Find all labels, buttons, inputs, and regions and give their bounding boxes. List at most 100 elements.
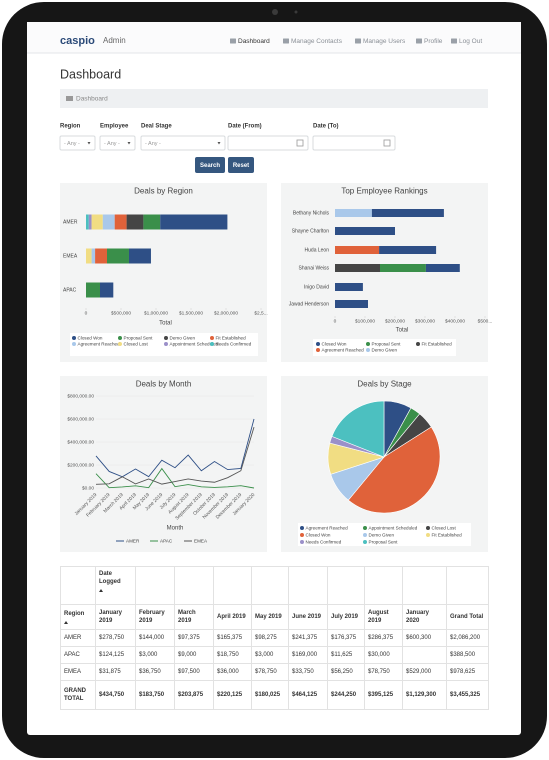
date-input[interactable] (312, 135, 396, 151)
app-name: Admin (103, 36, 126, 45)
cell: $183,750 (135, 680, 175, 710)
legend-swatch (366, 348, 370, 352)
cell: $388,500 (446, 646, 489, 664)
y-tick-label: Inigo David (304, 284, 329, 290)
legend-label: Demo Given (372, 348, 398, 353)
cell-text: $36,750 (139, 668, 161, 675)
legend-swatch (363, 533, 367, 537)
sort-arrow[interactable] (64, 621, 68, 625)
button[interactable] (195, 157, 225, 173)
cell-text: $600,300 (406, 634, 432, 641)
x-tick-label: 0 (85, 310, 88, 316)
cell-text: $3,000 (139, 651, 158, 658)
cell: $124,125 (95, 646, 136, 664)
legend-label: Proposal Sent (369, 540, 399, 545)
column-header: Grand Total (446, 604, 489, 630)
chart-panel (60, 183, 267, 362)
cell-text: $203,875 (178, 691, 204, 698)
button-label: Reset (233, 163, 249, 169)
cell-text: $286,375 (368, 634, 394, 641)
cell: $434,750 (95, 680, 136, 710)
nav-link[interactable]: Manage Contacts (291, 38, 343, 45)
bar-segment (126, 214, 144, 230)
legend-label: Agreement Reached (306, 526, 349, 531)
legend-swatch (164, 342, 168, 346)
select-arrow (87, 142, 91, 145)
nav-link[interactable]: Manage Users (363, 38, 406, 45)
date-input[interactable] (227, 135, 309, 151)
header-row: Region January 2019 February 2019 March 201… (60, 604, 489, 630)
legend-swatch (210, 342, 214, 346)
cell-text: $244,250 (331, 691, 357, 698)
cell: $169,000 (288, 646, 328, 664)
brand[interactable]: caspio (60, 35, 95, 47)
legend-label: Needs Confirmed (216, 342, 252, 347)
sensor (294, 10, 298, 14)
button-label: Search (200, 163, 220, 169)
bar-segment (335, 283, 363, 291)
bar-segment (425, 264, 460, 272)
select-box[interactable] (140, 135, 226, 151)
header-cell (364, 566, 403, 605)
legend-label: Closed Won (306, 533, 331, 538)
legend-label: Fit Established (422, 342, 453, 347)
select-box[interactable] (59, 135, 96, 151)
y-tick-label: $600,000.00 (67, 416, 94, 422)
y-tick-label: $0.00 (82, 485, 94, 491)
legend-label: Fit Established (216, 336, 247, 341)
bar-segment (86, 248, 92, 264)
legend-label: Needs Confirmed (306, 540, 342, 545)
filter-label: Date (From) (228, 124, 262, 130)
legend-swatch (316, 342, 320, 346)
row-label: EMEA (60, 663, 96, 681)
legend-label: Agreement Reached (322, 348, 365, 353)
x-tick-label: $200,000 (385, 318, 405, 324)
legend-label: Demo Given (170, 336, 196, 341)
column-header: June 2019 (288, 604, 328, 630)
legend-swatch (300, 540, 304, 544)
cell-text: $278,750 (99, 634, 125, 641)
bar-segment (335, 227, 395, 235)
row-label: GRAND TOTAL (60, 680, 96, 710)
column-header: April 2019 (213, 604, 252, 630)
breadcrumb[interactable]: Dashboard (76, 96, 108, 103)
data-row: AMER $278,750 $144,000 $97,375 $165,375 $98,2… (60, 629, 489, 647)
row-label: AMER (60, 629, 96, 647)
nav-link[interactable]: Dashboard (238, 38, 270, 45)
chart-title: Deals by Month (136, 380, 192, 389)
cell-text: $1,129,300 (406, 691, 437, 698)
cell-text: $36,000 (217, 668, 239, 675)
cell-text: $169,000 (292, 651, 318, 658)
nav-link[interactable]: Profile (424, 38, 443, 45)
cell-text: $395,125 (368, 691, 394, 698)
cell-text: $33,750 (292, 668, 314, 675)
y-tick-label: EMEA (63, 253, 78, 259)
legend-box (313, 339, 456, 356)
cell-text: $978,625 (450, 668, 476, 675)
cell-text: $124,125 (99, 651, 125, 658)
select-box[interactable] (99, 135, 136, 151)
cell: $11,625 (327, 646, 365, 664)
filter-label: Deal Stage (141, 124, 172, 130)
cell: $36,750 (135, 663, 175, 681)
cell-text: AMER (64, 634, 82, 641)
legend-swatch (300, 526, 304, 530)
nav-link[interactable]: Log Out (459, 38, 482, 45)
legend-label: Closed Won (78, 336, 103, 341)
column-header: March 2019 (174, 604, 214, 630)
column-header: January 2019 (95, 604, 136, 630)
legend-label: Closed Lost (124, 342, 149, 347)
y-tick-label: APAC (63, 287, 77, 293)
cell-text: $183,750 (139, 691, 165, 698)
cell-text: Date Logged (99, 571, 121, 586)
nav-icon (416, 38, 422, 44)
button[interactable] (228, 157, 254, 173)
bar-segment (335, 300, 368, 308)
sort-arrow[interactable] (99, 589, 103, 593)
calendar-icon (383, 139, 391, 147)
legend-swatch (210, 336, 214, 340)
legend-swatch (426, 526, 430, 530)
pie-slice (331, 400, 385, 458)
legend-label: Closed Won (322, 342, 347, 347)
cell-text: $98,275 (255, 634, 277, 641)
